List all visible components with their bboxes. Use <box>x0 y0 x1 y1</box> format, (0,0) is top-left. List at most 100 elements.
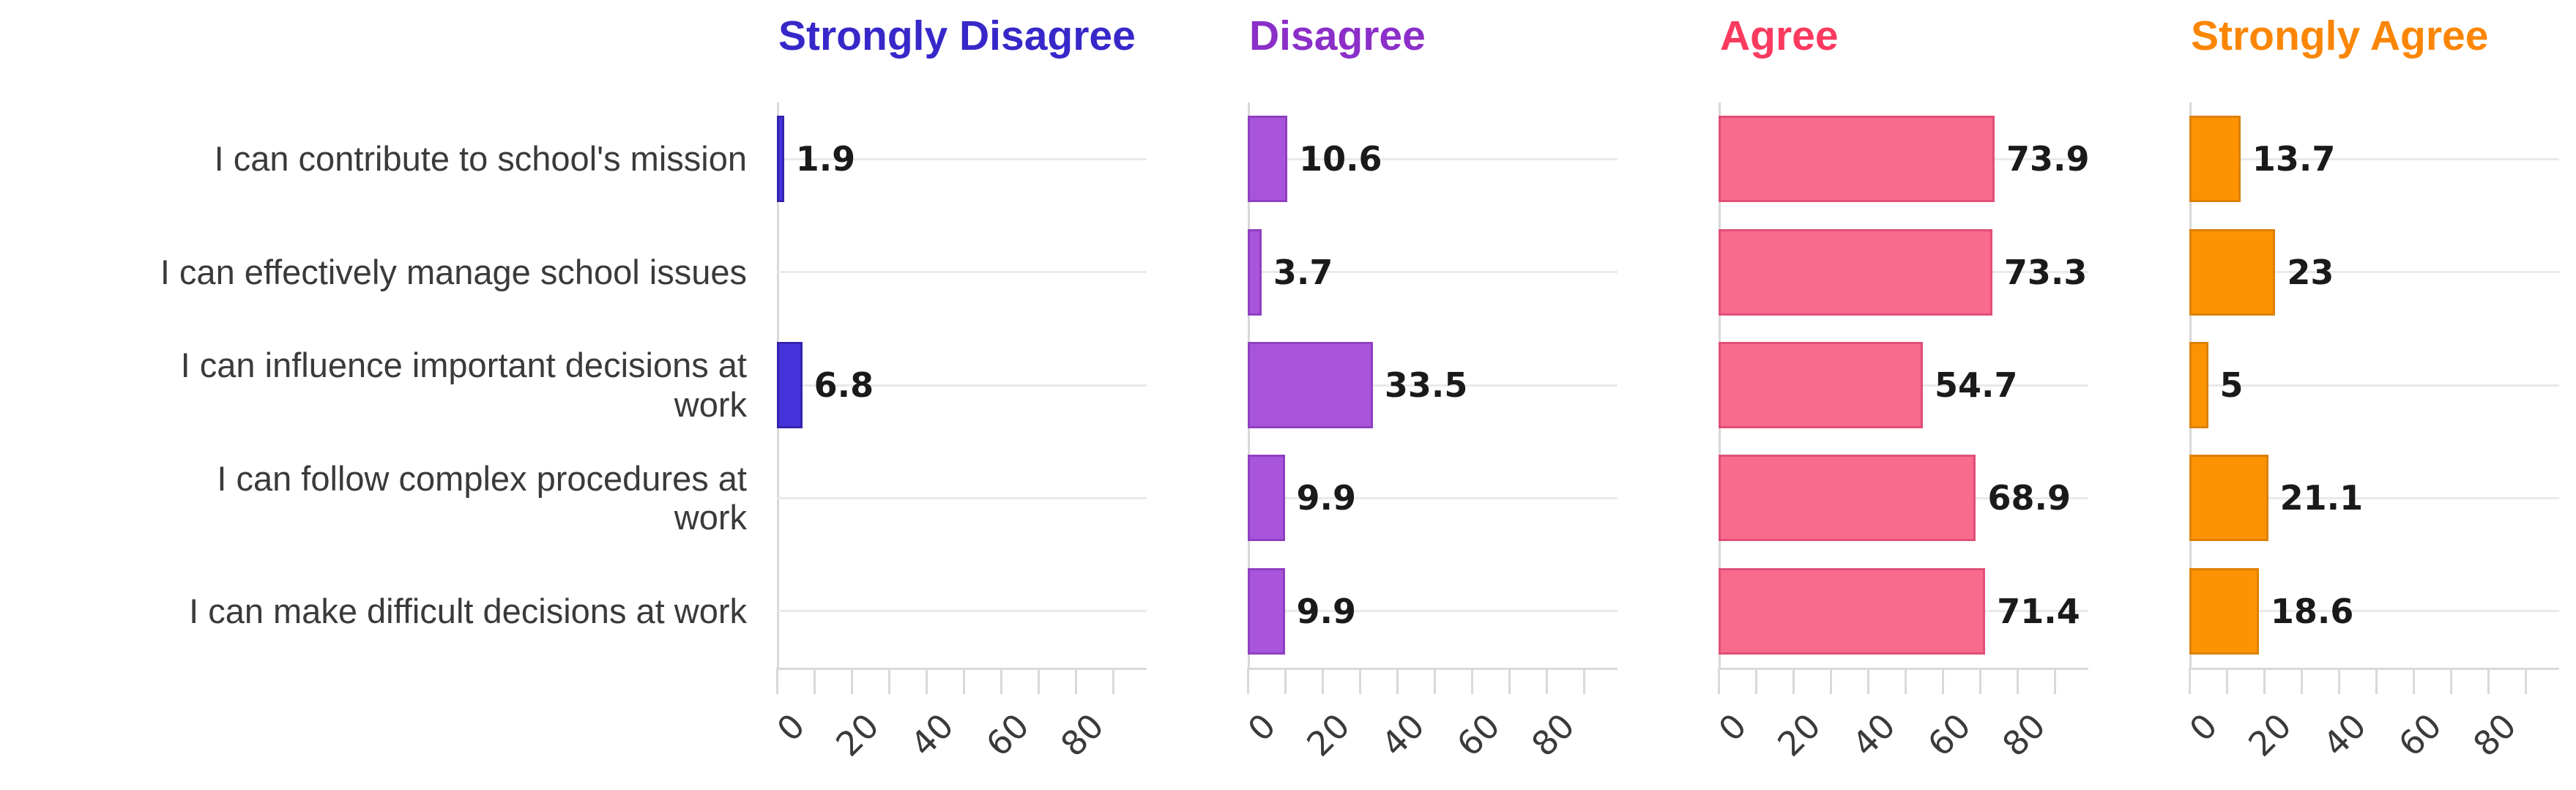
facet-panel-disagree: Disagree 10.6 3.7 33.5 9.9 9.9 0 20 40 60 80 <box>1240 12 1618 764</box>
panel-header-strongly-agree: Strongly Agree <box>2191 12 2489 59</box>
bar <box>1248 567 1285 655</box>
x-axis-tick <box>1471 668 1474 694</box>
row-gridline <box>1248 610 1618 613</box>
x-axis-tick <box>1322 668 1325 694</box>
category-label-text: I can follow complex procedures at work <box>217 458 747 537</box>
x-axis-tick <box>2525 668 2528 694</box>
x-axis-tick <box>1830 668 1833 694</box>
row-gridline <box>777 384 1147 387</box>
x-axis-tick-label: 20 <box>828 706 887 764</box>
value-label: 1.9 <box>795 139 856 179</box>
value-label: 18.6 <box>2270 591 2354 631</box>
row-gridline <box>2189 610 2559 613</box>
x-axis-tick <box>1247 668 1249 694</box>
category-label: I can influence important decisions at w… <box>0 329 747 441</box>
x-axis-tick <box>2338 668 2341 694</box>
bar <box>1719 342 1924 428</box>
value-label: 73.9 <box>2006 139 2090 179</box>
value-label: 9.9 <box>1296 478 1357 518</box>
x-axis-tick <box>1793 668 1795 694</box>
x-axis-tick <box>1396 668 1399 694</box>
category-label-text: I can influence important decisions at w… <box>180 346 747 424</box>
x-axis-tick-label: 20 <box>1770 706 1829 764</box>
x-axis-tick <box>926 668 928 694</box>
bar <box>1719 567 1986 655</box>
x-axis-tick <box>2375 668 2378 694</box>
bar <box>1719 116 1995 203</box>
x-axis-line <box>777 668 1147 670</box>
x-axis-tick <box>1000 668 1003 694</box>
category-label: I can effectively manage school issues <box>0 215 747 328</box>
value-label: 71.4 <box>1997 591 2080 631</box>
bar <box>1248 116 1288 203</box>
x-axis-line <box>2189 668 2559 670</box>
x-axis-tick <box>1284 668 1287 694</box>
bar <box>777 116 784 203</box>
panel-header-agree: Agree <box>1720 12 1839 59</box>
x-axis-tick-label: 20 <box>2241 706 2300 764</box>
x-axis-tick-label: 0 <box>1710 706 1754 749</box>
x-axis-tick <box>1075 668 1078 694</box>
row-gridline <box>1248 271 1618 274</box>
row-gridline <box>2189 271 2559 274</box>
x-axis-tick <box>2487 668 2490 694</box>
category-label-text: I can effectively manage school issues <box>160 252 747 291</box>
bar <box>1248 228 1262 316</box>
value-label: 73.3 <box>2003 252 2088 292</box>
facet-panel-strongly-disagree: Strongly Disagree 1.9 6.8 0 20 40 60 80 <box>769 12 1147 764</box>
row-gridline <box>2189 384 2559 387</box>
x-axis-tick <box>1434 668 1437 694</box>
x-axis-tick-label: 60 <box>1448 706 1508 764</box>
x-axis-tick <box>1718 668 1720 694</box>
x-axis-tick <box>814 668 816 694</box>
x-axis-tick <box>888 668 891 694</box>
category-label: I can make difficult decisions at work <box>0 555 747 668</box>
value-label: 5 <box>2219 365 2244 405</box>
value-label: 54.7 <box>1935 365 2018 405</box>
x-axis-tick <box>2413 668 2416 694</box>
row-gridline <box>777 610 1147 613</box>
bar <box>1248 455 1285 542</box>
x-axis-tick <box>963 668 966 694</box>
x-axis-tick <box>776 668 778 694</box>
x-axis-tick <box>1583 668 1586 694</box>
x-axis-tick-label: 60 <box>978 706 1037 764</box>
x-axis-tick-label: 80 <box>2465 706 2524 764</box>
x-axis-tick <box>1942 668 1945 694</box>
row-gridline <box>777 271 1147 274</box>
category-label-text: I can contribute to school's mission <box>214 139 747 179</box>
row-gridline <box>2189 496 2559 499</box>
x-axis-tick <box>851 668 854 694</box>
x-axis-tick <box>2301 668 2304 694</box>
facet-panel-agree: Agree 73.9 73.3 54.7 68.9 71.4 0 20 40 60 80 <box>1710 12 2090 764</box>
x-axis-tick <box>2189 668 2191 694</box>
panel-header-strongly-disagree: Strongly Disagree <box>778 12 1136 59</box>
x-axis-tick <box>1867 668 1870 694</box>
x-axis-tick-label: 80 <box>1994 706 2053 764</box>
x-axis-tick-label: 40 <box>1374 706 1433 764</box>
row-gridline <box>777 157 1147 160</box>
x-axis-line <box>1719 668 2088 670</box>
x-axis-tick <box>1546 668 1549 694</box>
bar <box>2189 342 2208 428</box>
category-label: I can contribute to school's mission <box>0 103 747 215</box>
facet-panel-strongly-agree: Strongly Agree 13.7 23 5 21.1 18.6 0 20 40 60 80 <box>2181 12 2559 764</box>
bar <box>2189 455 2268 542</box>
bar <box>2189 567 2259 655</box>
value-label: 33.5 <box>1384 365 1468 405</box>
row-gridline <box>1248 157 1618 160</box>
x-axis-tick-label: 60 <box>2390 706 2449 764</box>
x-axis-tick <box>1508 668 1511 694</box>
row-gridline <box>1248 384 1618 387</box>
x-axis-tick-label: 60 <box>1919 706 1978 764</box>
value-label: 13.7 <box>2252 139 2336 179</box>
value-label: 3.7 <box>1273 252 1333 292</box>
panel-header-disagree: Disagree <box>1249 12 1426 59</box>
x-axis-tick <box>1112 668 1115 694</box>
row-gridline <box>1248 496 1618 499</box>
category-label-column: I can contribute to school's mission I ca… <box>0 103 747 668</box>
x-axis-tick <box>1979 668 1982 694</box>
value-label: 68.9 <box>1987 478 2071 518</box>
bar <box>1719 228 1992 316</box>
bar <box>2189 228 2276 316</box>
